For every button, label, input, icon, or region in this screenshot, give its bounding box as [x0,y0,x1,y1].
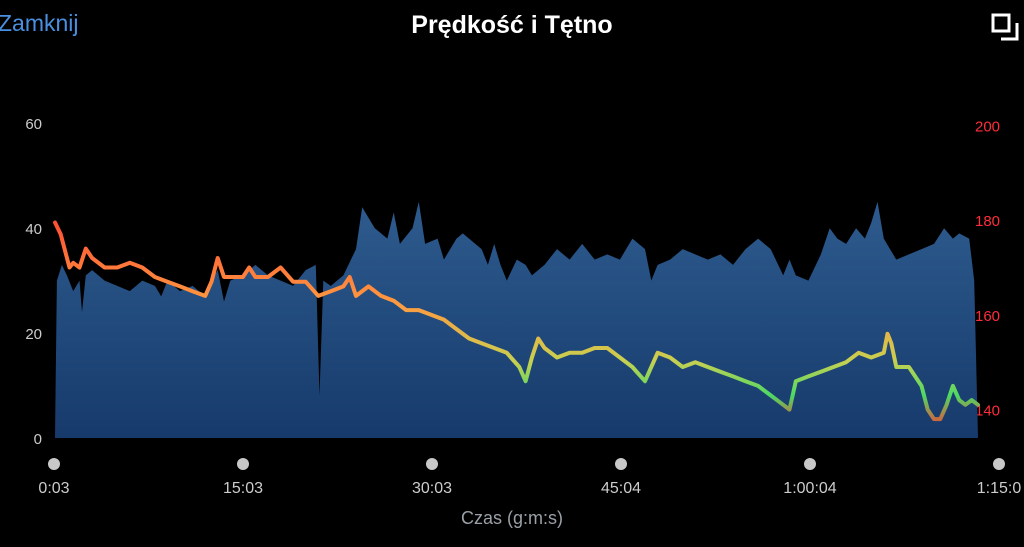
x-tick-label: 15:03 [223,480,263,497]
right-axis: 140 160 180 200 [975,118,1000,419]
speed-hr-chart[interactable]: 0 20 40 60 140 160 180 200 0:03 15:03 30:03 45:04… [0,0,1024,500]
x-tick-dot[interactable] [48,458,60,470]
right-tick-label: 140 [975,403,1000,420]
heart-rate-line-series [53,220,980,422]
close-button[interactable]: Zamknij [0,10,79,36]
left-tick-label: 20 [25,326,42,343]
x-tick-dot[interactable] [804,458,816,470]
x-axis: 0:03 15:03 30:03 45:04 1:00:04 1:15:0 [38,458,1021,497]
right-tick-label: 160 [975,308,1000,325]
x-tick-label: 45:04 [601,480,641,497]
left-axis: 0 20 40 60 [25,116,42,448]
x-tick-dot[interactable] [615,458,627,470]
x-tick-label: 1:15:0 [977,480,1022,497]
expand-icon[interactable] [990,12,1020,42]
left-tick-label: 40 [25,221,42,238]
x-tick-label: 1:00:04 [783,480,836,497]
x-tick-dot[interactable] [993,458,1005,470]
left-tick-label: 60 [25,116,42,133]
x-axis-title: Czas (g:m:s) [460,508,563,528]
speed-area-series [55,201,978,438]
left-tick-label: 0 [34,431,42,448]
right-tick-label: 180 [975,213,1000,230]
x-tick-label: 0:03 [38,480,69,497]
x-tick-dot[interactable] [426,458,438,470]
right-tick-label: 200 [975,118,1000,135]
x-tick-label: 30:03 [412,480,452,497]
x-tick-dot[interactable] [237,458,249,470]
